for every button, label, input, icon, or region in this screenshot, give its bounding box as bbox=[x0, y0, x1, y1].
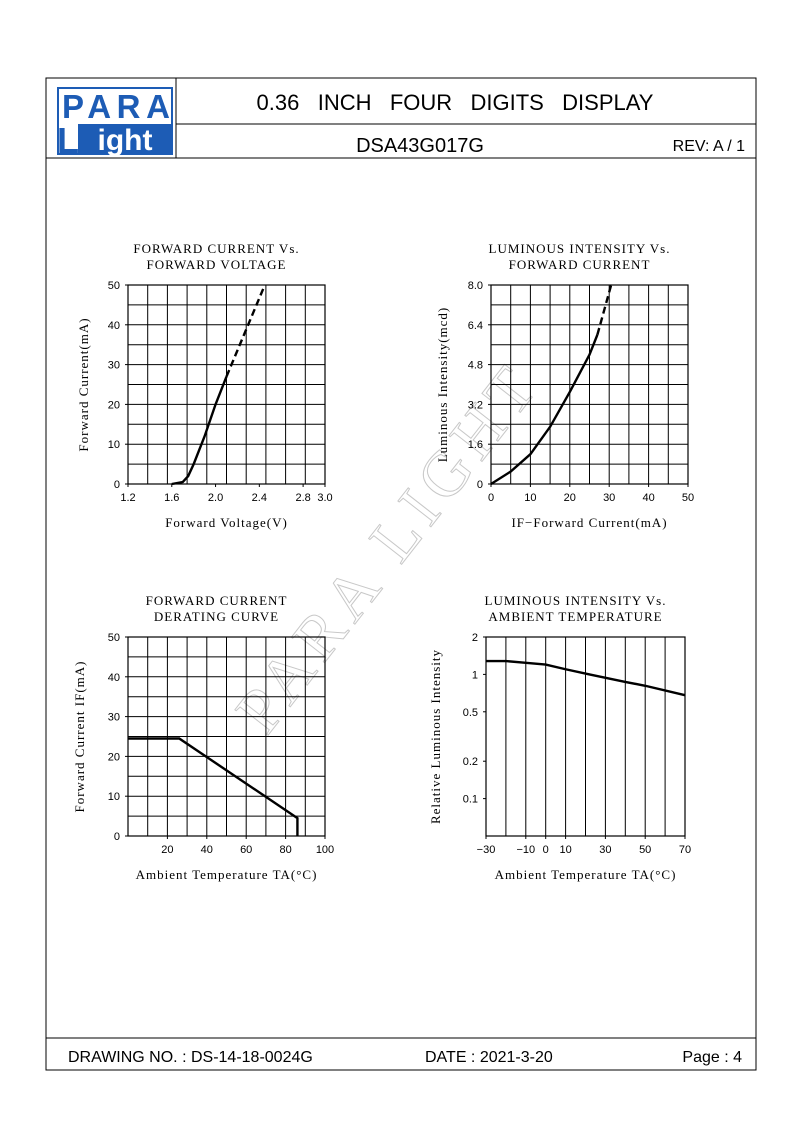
x-tick-label: 10 bbox=[559, 844, 571, 856]
y-tick-label: 8.0 bbox=[468, 280, 483, 292]
x-tick-label: 10 bbox=[524, 492, 536, 504]
x-axis-label: Forward Voltage(V) bbox=[165, 515, 288, 530]
x-tick-label: 1.6 bbox=[164, 492, 179, 504]
y-tick-label: 0 bbox=[114, 479, 120, 491]
y-tick-label: 40 bbox=[108, 672, 120, 684]
x-tick-label: 70 bbox=[679, 844, 691, 856]
doc-title: 0.36 INCH FOUR DIGITS DISPLAY bbox=[257, 90, 654, 115]
x-tick-label: 3.0 bbox=[317, 492, 332, 504]
y-tick-label: 2 bbox=[472, 632, 478, 644]
chart-title: FORWARD CURRENT Vs. bbox=[133, 241, 299, 256]
x-axis-label: IF−Forward Current(mA) bbox=[511, 515, 667, 530]
data-line bbox=[171, 376, 228, 486]
y-axis-label: Luminous Intensity(mcd) bbox=[435, 307, 450, 463]
y-tick-label: 20 bbox=[108, 399, 120, 411]
data-line bbox=[490, 334, 599, 486]
x-tick-label: 40 bbox=[201, 844, 213, 856]
y-tick-label: 30 bbox=[108, 360, 120, 372]
x-tick-label: 2.8 bbox=[295, 492, 310, 504]
logo-para: PARA bbox=[62, 88, 170, 125]
y-tick-label: 0 bbox=[477, 479, 483, 491]
chart-title: LUMINOUS INTENSITY Vs. bbox=[485, 593, 667, 608]
x-tick-label: 20 bbox=[564, 492, 576, 504]
y-axis-label: Forward Current(mA) bbox=[76, 317, 91, 451]
data-line bbox=[596, 284, 613, 336]
data-line bbox=[225, 284, 266, 378]
chart-title: LUMINOUS INTENSITY Vs. bbox=[489, 241, 671, 256]
y-tick-label: 4.8 bbox=[468, 360, 483, 372]
x-axis-label: Ambient Temperature TA(°C) bbox=[495, 867, 677, 882]
y-tick-label: 3.2 bbox=[468, 399, 483, 411]
x-tick-label: 0 bbox=[488, 492, 494, 504]
x-tick-label: −30 bbox=[477, 844, 496, 856]
y-tick-label: 40 bbox=[108, 320, 120, 332]
x-tick-label: 30 bbox=[603, 492, 615, 504]
y-tick-label: 6.4 bbox=[468, 320, 483, 332]
y-axis-label: Relative Luminous Intensity bbox=[428, 649, 443, 824]
y-tick-label: 0.1 bbox=[463, 794, 478, 806]
watermark: PARA LIGHT bbox=[222, 348, 555, 746]
data-line bbox=[486, 659, 686, 697]
x-tick-label: 50 bbox=[639, 844, 651, 856]
y-tick-label: 10 bbox=[108, 791, 120, 803]
logo-l: L bbox=[57, 120, 79, 161]
data-line bbox=[128, 737, 299, 836]
x-tick-label: 1.2 bbox=[120, 492, 135, 504]
y-tick-label: 0 bbox=[114, 831, 120, 843]
x-tick-label: 100 bbox=[316, 844, 334, 856]
revision: REV: A / 1 bbox=[673, 138, 745, 155]
x-tick-label: 40 bbox=[642, 492, 654, 504]
x-tick-label: 60 bbox=[240, 844, 252, 856]
page-number: Page : 4 bbox=[682, 1049, 742, 1066]
x-tick-label: −10 bbox=[516, 844, 535, 856]
chart-title: FORWARD CURRENT bbox=[146, 593, 288, 608]
page-border bbox=[45, 77, 757, 1071]
date: DATE : 2021-3-20 bbox=[425, 1049, 553, 1066]
x-tick-label: 0 bbox=[543, 844, 549, 856]
logo-ight: ight bbox=[98, 124, 153, 157]
x-tick-label: 50 bbox=[682, 492, 694, 504]
y-tick-label: 10 bbox=[108, 439, 120, 451]
x-tick-label: 2.4 bbox=[252, 492, 267, 504]
chart-title: FORWARD CURRENT bbox=[509, 257, 651, 272]
chart-title: DERATING CURVE bbox=[154, 609, 279, 624]
x-tick-label: 30 bbox=[599, 844, 611, 856]
y-tick-label: 0.5 bbox=[463, 707, 478, 719]
drawing-number: DRAWING NO. : DS-14-18-0024G bbox=[68, 1049, 313, 1066]
y-tick-label: 1 bbox=[472, 669, 478, 681]
y-tick-label: 50 bbox=[108, 632, 120, 644]
y-axis-label: Forward Current IF(mA) bbox=[72, 661, 87, 813]
x-tick-label: 80 bbox=[279, 844, 291, 856]
logo-band bbox=[78, 124, 172, 154]
x-tick-label: 20 bbox=[161, 844, 173, 856]
y-tick-label: 30 bbox=[108, 712, 120, 724]
y-tick-label: 1.6 bbox=[468, 439, 483, 451]
x-tick-label: 2.0 bbox=[208, 492, 223, 504]
y-tick-label: 50 bbox=[108, 280, 120, 292]
y-tick-label: 0.2 bbox=[463, 756, 478, 768]
x-axis-label: Ambient Temperature TA(°C) bbox=[136, 867, 318, 882]
y-tick-label: 20 bbox=[108, 751, 120, 763]
chart-title: FORWARD VOLTAGE bbox=[146, 257, 286, 272]
part-number: DSA43G017G bbox=[356, 135, 484, 157]
logo: PARA L ight bbox=[57, 87, 173, 161]
chart-title: AMBIENT TEMPERATURE bbox=[488, 609, 662, 624]
